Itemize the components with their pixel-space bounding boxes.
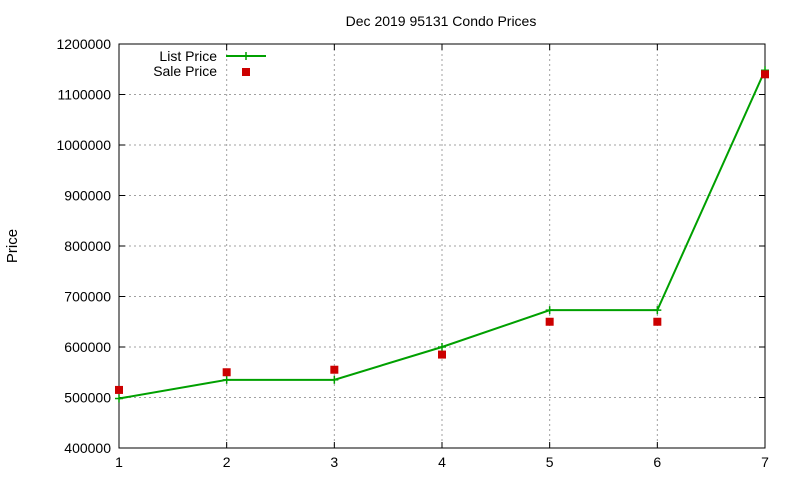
data-point bbox=[438, 350, 446, 359]
series-sale-price bbox=[115, 70, 769, 394]
data-point bbox=[545, 317, 554, 326]
data-point bbox=[330, 375, 339, 384]
x-tick-label: 2 bbox=[223, 454, 231, 470]
legend-item: List Price bbox=[159, 48, 266, 64]
x-tick-label: 3 bbox=[330, 454, 338, 470]
y-tick-label: 1200000 bbox=[56, 36, 111, 52]
data-point bbox=[115, 394, 123, 403]
data-point bbox=[545, 306, 554, 315]
x-tick-label: 5 bbox=[546, 454, 554, 470]
y-tick-label: 400000 bbox=[64, 440, 111, 456]
data-point bbox=[222, 368, 231, 377]
legend-swatch-marker bbox=[242, 52, 250, 60]
legend-label: List Price bbox=[159, 48, 217, 64]
y-tick-label: 800000 bbox=[64, 238, 111, 254]
y-tick-label: 500000 bbox=[64, 390, 111, 406]
series-list-price bbox=[115, 66, 769, 403]
y-axis-label: Price bbox=[4, 229, 21, 263]
y-tick-label: 900000 bbox=[64, 188, 111, 204]
legend-label: Sale Price bbox=[153, 63, 217, 79]
y-tick-label: 1100000 bbox=[58, 87, 112, 103]
y-tick-label: 1000000 bbox=[56, 137, 111, 153]
x-tick-label: 1 bbox=[115, 454, 123, 470]
x-tick-label: 4 bbox=[438, 454, 446, 470]
data-point bbox=[438, 343, 446, 351]
data-point bbox=[222, 375, 231, 384]
y-tick-label: 700000 bbox=[64, 289, 111, 305]
legend-swatch-marker bbox=[242, 68, 250, 76]
x-tick-label: 7 bbox=[761, 454, 769, 470]
series-layer bbox=[115, 66, 769, 403]
legend-item: Sale Price bbox=[153, 63, 250, 79]
data-point bbox=[653, 306, 662, 315]
data-point bbox=[653, 317, 662, 326]
x-tick-label: 6 bbox=[653, 454, 661, 470]
data-point bbox=[115, 385, 123, 394]
chart-title: Dec 2019 95131 Condo Prices bbox=[346, 13, 537, 29]
axis-ticks: 400000 500000 600000 700000 800000 900000 1000… bbox=[56, 36, 769, 470]
data-point bbox=[761, 70, 769, 79]
grid bbox=[119, 44, 765, 448]
data-point bbox=[330, 365, 339, 374]
y-tick-label: 600000 bbox=[64, 339, 111, 355]
